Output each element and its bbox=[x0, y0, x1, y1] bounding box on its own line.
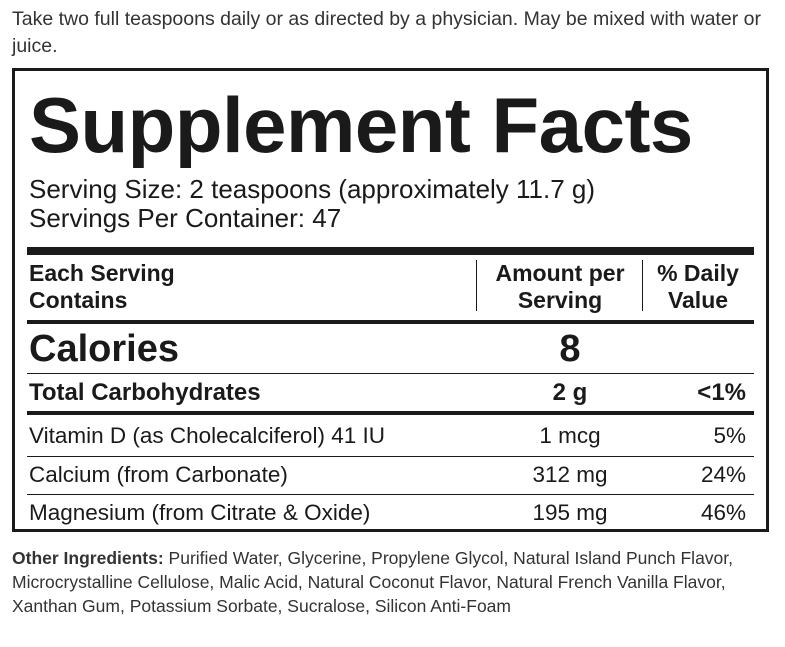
divider-thin bbox=[27, 494, 754, 495]
nutrient-row: Vitamin D (as Cholecalciferol) 41 IU 1 m… bbox=[29, 418, 752, 454]
header-amount: Amount per Serving bbox=[477, 260, 643, 314]
header-daily-value: % Daily Value bbox=[643, 260, 753, 314]
calories-amount: 8 bbox=[559, 328, 581, 370]
other-ingredients-label: Other Ingredients: bbox=[12, 548, 164, 568]
header-col3-line1: % Daily bbox=[657, 260, 739, 286]
carbohydrates-dv: <1% bbox=[697, 379, 746, 406]
header-col1-line1: Each Serving bbox=[29, 260, 175, 286]
header-col3-line2: Value bbox=[667, 287, 729, 313]
divider-thick bbox=[27, 247, 754, 255]
other-ingredients: Other Ingredients: Purified Water, Glyce… bbox=[12, 546, 782, 618]
nutrient-dv: 46% bbox=[700, 500, 746, 525]
carbohydrates-amount: 2 g bbox=[552, 379, 588, 406]
serving-size: Serving Size: 2 teaspoons (approximately… bbox=[29, 174, 596, 204]
nutrient-row: Calcium (from Carbonate) 312 mg 24% bbox=[29, 457, 752, 493]
panel-title: Supplement Facts bbox=[29, 81, 693, 169]
divider-thin bbox=[27, 373, 754, 374]
header-each-serving: Each Serving Contains bbox=[29, 260, 175, 314]
nutrient-name: Calcium (from Carbonate) bbox=[29, 462, 288, 487]
nutrient-name: Magnesium (from Citrate & Oxide) bbox=[29, 500, 371, 525]
divider-medium bbox=[27, 320, 754, 324]
nutrient-amount: 312 mg bbox=[532, 462, 608, 487]
divider-medium bbox=[27, 411, 754, 415]
header-col2-line1: Amount per bbox=[495, 260, 625, 286]
carbohydrates-label: Total Carbohydrates bbox=[29, 379, 261, 406]
calories-label: Calories bbox=[29, 328, 179, 370]
header-col2-line2: Serving bbox=[517, 287, 603, 313]
serving-info: Serving Size: 2 teaspoons (approximately… bbox=[29, 175, 595, 233]
nutrient-amount: 195 mg bbox=[532, 500, 608, 525]
other-ingredients-text: Purified Water, Glycerine, Propylene Gly… bbox=[12, 548, 734, 616]
servings-per-container: Servings Per Container: 47 bbox=[29, 203, 342, 233]
calories-row: Calories 8 bbox=[29, 327, 752, 371]
divider-thin bbox=[27, 456, 754, 457]
nutrient-name: Vitamin D (as Cholecalciferol) 41 IU bbox=[29, 423, 385, 448]
directions-text: Take two full teaspoons daily or as dire… bbox=[12, 8, 761, 57]
header-col1-line2: Contains bbox=[29, 287, 128, 313]
carbohydrates-row: Total Carbohydrates 2 g <1% bbox=[29, 376, 752, 410]
nutrient-amount: 1 mcg bbox=[539, 423, 601, 448]
nutrient-dv: 24% bbox=[700, 462, 746, 487]
nutrient-dv: 5% bbox=[713, 423, 746, 448]
header-separator bbox=[476, 260, 477, 311]
header-separator bbox=[642, 260, 643, 311]
supplement-facts-panel: Supplement Facts Serving Size: 2 teaspoo… bbox=[12, 68, 769, 532]
nutrient-row: Magnesium (from Citrate & Oxide) 195 mg … bbox=[29, 495, 752, 531]
